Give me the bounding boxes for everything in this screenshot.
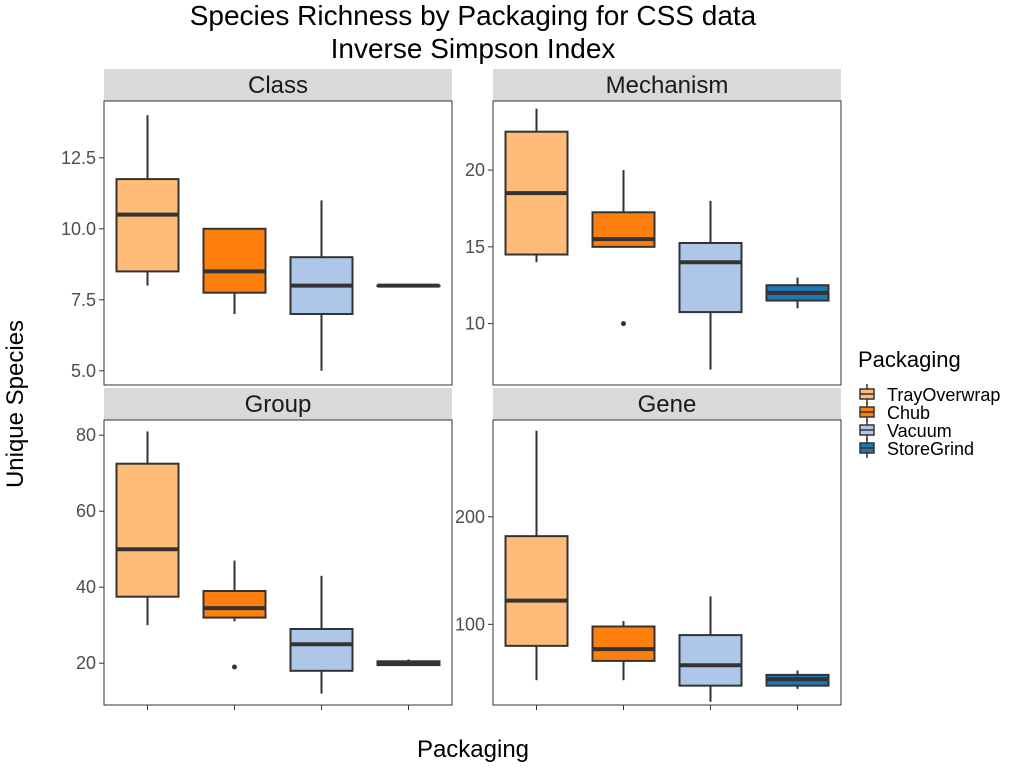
y-axis-title: Unique Species: [2, 320, 29, 488]
legend-item-vacuum: Vacuum: [859, 420, 952, 441]
y-tick-label: 100: [455, 614, 485, 634]
box-vacuum: [289, 200, 354, 371]
panel-border: [492, 100, 842, 386]
chart-subtitle: Inverse Simpson Index: [331, 33, 616, 64]
facet-panel-mechanism: Mechanism 10 15 20: [465, 69, 842, 386]
x-axis-title: Packaging: [417, 736, 529, 763]
legend-title: Packaging: [858, 347, 961, 372]
facet-panel-gene: Gene 100 200: [455, 388, 842, 710]
facet-panel-group: Group 20 40 60 80: [76, 388, 453, 710]
legend: Packaging TrayOverwrapChubVacuumStoreGri…: [858, 347, 1000, 459]
y-tick-label: 12.5: [61, 148, 96, 168]
legend-label: Vacuum: [887, 421, 952, 441]
y-tick-label: 20: [465, 160, 485, 180]
legend-label: StoreGrind: [887, 439, 974, 459]
box-trayoverwrap: [504, 430, 569, 681]
panel-border: [492, 419, 842, 706]
chart-title: Species Richness by Packaging for CSS da…: [190, 0, 757, 31]
legend-item-storegrind: StoreGrind: [859, 438, 974, 459]
box-vacuum: [289, 575, 354, 694]
outlier-point: [621, 321, 626, 327]
y-tick-label: 5.0: [71, 361, 96, 381]
box-iqr: [504, 535, 569, 647]
box-storegrind: [765, 277, 830, 309]
box-iqr: [591, 211, 656, 248]
y-tick-label: 200: [455, 507, 485, 527]
y-tick-label: 10.0: [61, 219, 96, 239]
legend-item-trayoverwrap: TrayOverwrap: [859, 384, 1000, 405]
box-iqr: [202, 227, 267, 294]
box-storegrind: [376, 283, 441, 288]
box-chub: [202, 227, 267, 314]
y-tick-label: 40: [76, 577, 96, 597]
facet-strip: [493, 69, 841, 101]
box-iqr: [115, 462, 180, 598]
legend-label: TrayOverwrap: [887, 385, 1000, 405]
y-tick-label: 20: [76, 653, 96, 673]
box-iqr: [289, 628, 354, 672]
box-iqr: [591, 625, 656, 662]
facet-strip-label: Mechanism: [606, 72, 729, 99]
box-storegrind: [765, 670, 830, 689]
box-trayoverwrap: [115, 431, 180, 626]
facet-strip: [493, 388, 841, 420]
box-trayoverwrap: [115, 115, 180, 286]
legend-item-chub: Chub: [859, 402, 930, 423]
box-chub: [591, 621, 656, 681]
box-iqr: [115, 178, 180, 273]
legend-label: Chub: [887, 403, 930, 423]
facet-strip-label: Class: [248, 72, 308, 99]
y-tick-label: 15: [465, 237, 485, 257]
facet-strip-label: Group: [245, 391, 312, 418]
y-tick-label: 7.5: [71, 290, 96, 310]
facet-panel-class: Class 5.0 7.5 10.0 12.5: [61, 69, 453, 386]
box-vacuum: [678, 596, 743, 702]
box-iqr: [678, 242, 743, 314]
box-trayoverwrap: [504, 108, 569, 263]
y-tick-label: 80: [76, 425, 96, 445]
box-storegrind: [376, 659, 441, 667]
facet-strip: [104, 388, 452, 420]
facet-strip-label: Gene: [638, 391, 697, 418]
outlier-point: [232, 664, 237, 670]
box-vacuum: [678, 200, 743, 370]
box-chub: [202, 560, 267, 670]
facet-strip: [104, 69, 452, 101]
panel-border: [103, 419, 453, 706]
panel-border: [103, 100, 453, 386]
box-iqr: [678, 634, 743, 687]
facet-panels: Class 5.0 7.5 10.0 12.5 Mechanism 10 15 20 Group 2…: [61, 69, 842, 710]
y-tick-label: 10: [465, 314, 485, 334]
y-tick-label: 60: [76, 501, 96, 521]
box-chub: [591, 170, 656, 327]
box-iqr: [202, 590, 267, 619]
